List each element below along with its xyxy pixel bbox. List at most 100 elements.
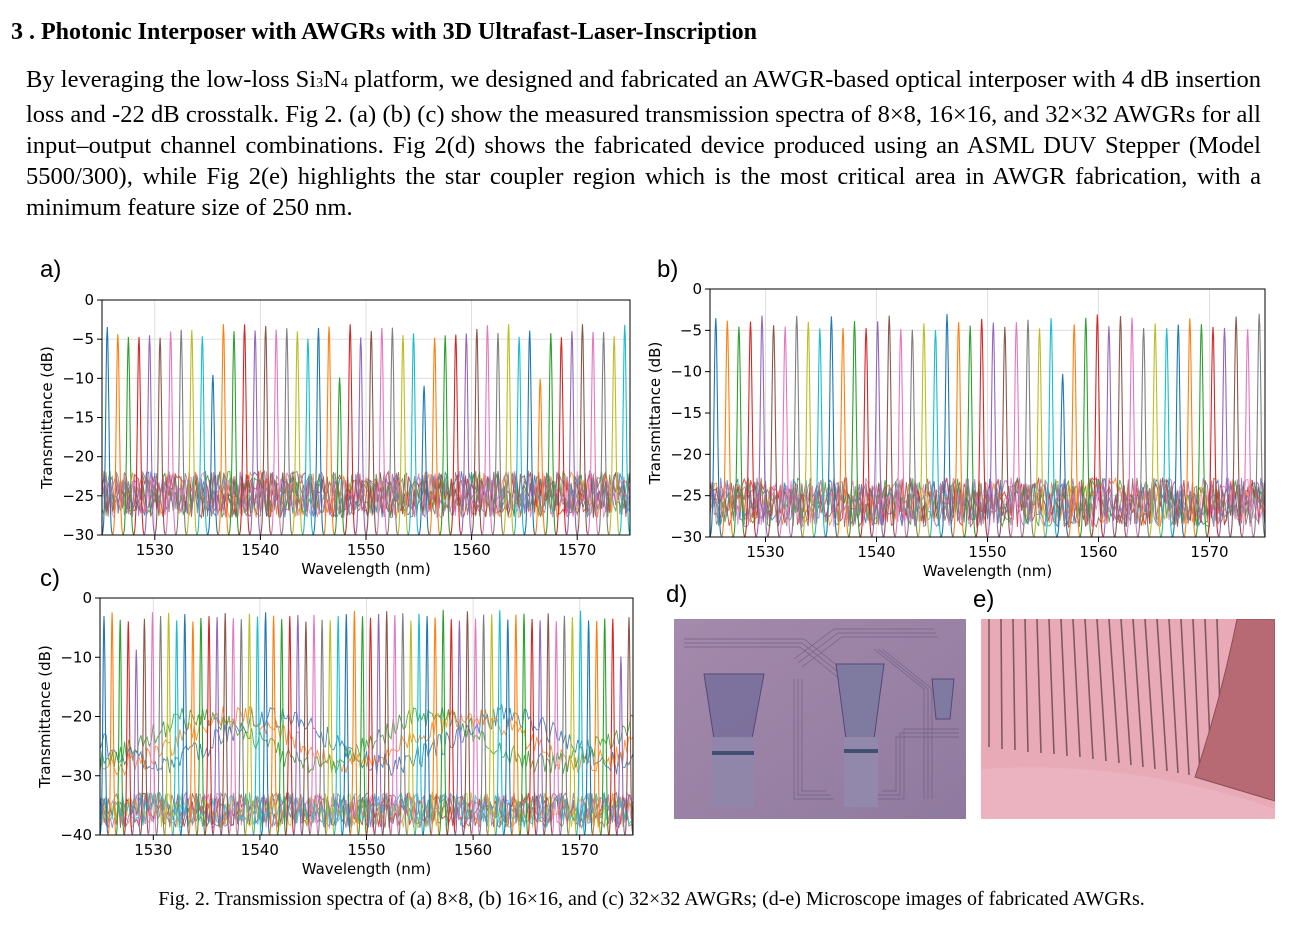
microscope-image-d	[674, 619, 966, 819]
y-tick-label: −15	[62, 409, 94, 427]
noise-trace	[102, 469, 630, 520]
noise-trace	[710, 476, 1265, 528]
peak-trace	[543, 333, 559, 535]
section-heading: 3 . Photonic Interposer with AWGRs with …	[11, 19, 757, 46]
peak-trace	[522, 330, 538, 535]
peak-trace	[881, 315, 898, 537]
peak-trace	[268, 329, 284, 535]
chart-c: 1530 1540 1550 1560 1570 0 −10 −20 −30 −40 Wavelen…	[36, 589, 634, 878]
peak-trace	[753, 315, 771, 537]
peak-trace	[575, 324, 590, 535]
peak-trace	[300, 338, 316, 535]
peak-trace	[938, 314, 956, 537]
noise-trace	[710, 477, 1265, 529]
x-tick-label: 1570	[561, 841, 599, 859]
panel-label-d: d)	[666, 581, 688, 608]
peak-trace	[437, 335, 453, 535]
y-tick-label: −20	[60, 708, 92, 726]
x-axis-label: Wavelength (nm)	[302, 860, 432, 878]
peak-trace	[1147, 323, 1164, 537]
peak-trace	[279, 328, 295, 535]
body-paragraph: By leveraging the low-loss Si3N4 platfor…	[26, 66, 1261, 221]
peak-trace	[1216, 327, 1233, 537]
peak-trace	[1019, 319, 1037, 537]
peak-trace	[406, 333, 421, 535]
peak-trace	[1239, 329, 1256, 537]
peak-trace	[131, 336, 147, 535]
section-number: 3 .	[11, 19, 35, 45]
y-tick-label: −20	[670, 445, 702, 463]
peak-trace	[311, 327, 326, 535]
y-axis-label: Transmittance (dB)	[646, 342, 664, 486]
noise-trace	[100, 791, 633, 830]
panel-label-b: b)	[657, 256, 679, 283]
peak-trace	[892, 328, 909, 537]
noise-trace	[102, 469, 630, 519]
y-tick-label: −10	[62, 369, 94, 387]
y-tick-label: 0	[82, 589, 92, 607]
peak-trace	[237, 324, 252, 535]
peak-trace	[574, 610, 587, 835]
peak-trace	[904, 329, 921, 537]
x-tick-label: 1530	[136, 541, 174, 559]
noise-trace	[100, 791, 633, 830]
noise-trace	[100, 706, 633, 774]
panel-label-a: a)	[40, 256, 62, 283]
peak-trace	[395, 335, 411, 535]
peak-trace	[846, 321, 863, 537]
section-title: Photonic Interposer with AWGRs with 3D U…	[41, 19, 757, 45]
peak-trace	[480, 325, 495, 535]
x-tick-label: 1530	[746, 543, 784, 561]
peak-trace	[985, 322, 1002, 537]
peak-trace	[416, 385, 432, 535]
spectra-b	[710, 313, 1265, 537]
y-tick-label: −10	[60, 648, 92, 666]
x-tick-label: 1560	[454, 841, 492, 859]
peak-trace	[258, 325, 274, 535]
y-tick-label: −30	[60, 767, 92, 785]
x-tick-label: 1540	[241, 541, 279, 559]
x-tick-label: 1540	[857, 543, 895, 561]
peak-trace	[596, 332, 611, 535]
peak-trace	[1170, 324, 1187, 537]
x-tick-label: 1560	[1079, 543, 1117, 561]
peak-trace	[289, 331, 305, 535]
peak-trace	[915, 323, 932, 537]
peak-trace	[869, 321, 886, 537]
peak-trace	[121, 336, 136, 535]
y-axis-label: Transmittance (dB)	[38, 346, 56, 490]
peak-trace	[742, 321, 759, 537]
peak-trace	[184, 329, 200, 535]
noise-trace	[710, 477, 1265, 528]
peak-trace	[448, 334, 464, 535]
peak-trace	[1008, 322, 1025, 537]
peak-trace	[777, 326, 794, 537]
y-tick-label: −30	[670, 528, 702, 546]
peak-trace	[342, 324, 358, 535]
x-tick-label: 1560	[453, 541, 491, 559]
peak-trace	[719, 320, 736, 537]
peak-trace	[142, 335, 157, 535]
peak-trace	[173, 329, 189, 535]
y-axis-label: Transmittance (dB)	[36, 645, 54, 789]
peak-trace	[321, 326, 337, 535]
peak-trace	[606, 336, 622, 535]
chart-a: 1530 1540 1550 1560 1570 0 −5 −10 −15 −20 −25 −30 Wa…	[38, 291, 631, 578]
y-tick-label: −5	[72, 330, 94, 348]
peak-trace	[811, 328, 828, 537]
peak-trace	[730, 326, 747, 537]
peak-trace	[765, 325, 782, 537]
peak-trace	[973, 318, 990, 537]
peak-trace	[163, 331, 179, 535]
peak-trace	[458, 333, 474, 535]
peak-trace	[1112, 316, 1129, 537]
peak-trace	[823, 316, 840, 537]
figure-caption: Fig. 2. Transmission spectra of (a) 8×8,…	[158, 888, 1145, 910]
y-tick-label: −30	[62, 526, 94, 544]
y-tick-label: −15	[670, 404, 702, 422]
peak-trace	[1089, 314, 1106, 537]
x-tick-label: 1550	[347, 841, 385, 859]
peak-trace	[152, 337, 168, 535]
noise-trace	[102, 470, 630, 520]
awgr-star-couplers	[703, 663, 955, 807]
